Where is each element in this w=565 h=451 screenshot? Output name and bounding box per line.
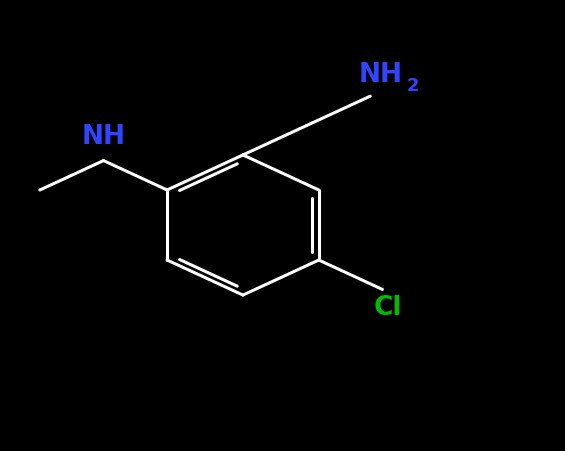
Text: NH: NH xyxy=(359,62,403,88)
Text: 2: 2 xyxy=(407,77,419,95)
Text: Cl: Cl xyxy=(374,295,402,320)
Text: NH: NH xyxy=(81,124,125,150)
